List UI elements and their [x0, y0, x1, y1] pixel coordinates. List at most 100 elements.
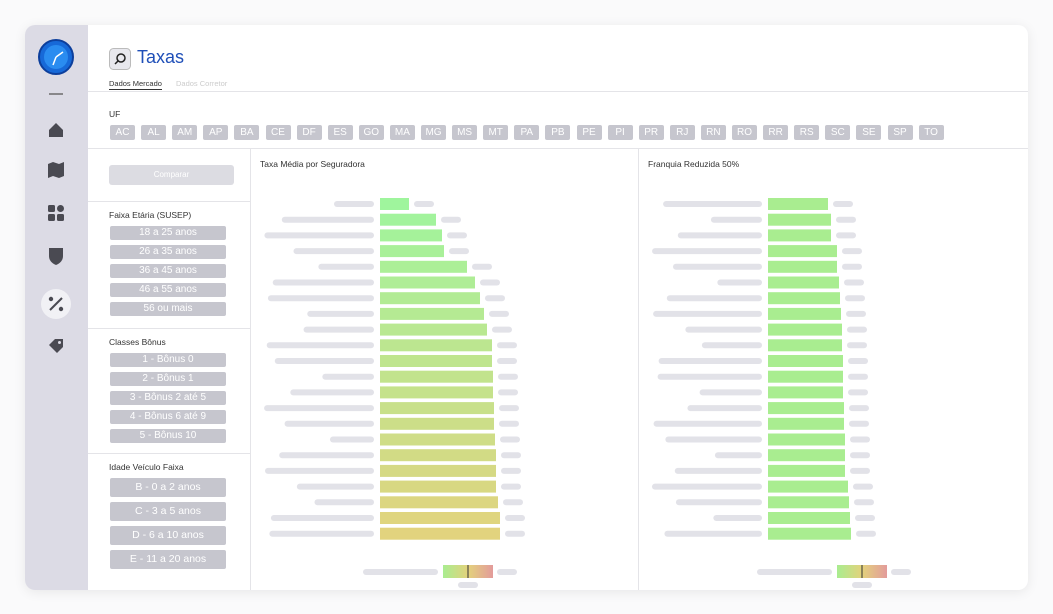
- skeleton-label: [713, 515, 762, 521]
- skeleton-value: [848, 373, 868, 380]
- bar: [768, 464, 845, 477]
- skeleton-value: [842, 248, 862, 255]
- skeleton-label: [673, 263, 762, 270]
- filter-option[interactable]: 3 - Bônus 2 até 5: [110, 391, 226, 405]
- skeleton-label: [264, 405, 374, 412]
- state-chip[interactable]: ES: [327, 125, 353, 140]
- state-chip[interactable]: AL: [141, 125, 167, 140]
- skeleton-value: [499, 405, 519, 412]
- filter-option[interactable]: 5 - Bônus 10: [110, 429, 226, 443]
- skeleton-label: [674, 467, 762, 474]
- bar: [380, 339, 492, 352]
- filter-option[interactable]: B - 0 a 2 anos: [110, 478, 226, 497]
- state-chip[interactable]: SE: [856, 125, 882, 140]
- filter-option[interactable]: 36 a 45 anos: [110, 264, 226, 278]
- state-chip[interactable]: MA: [389, 125, 415, 140]
- tab[interactable]: Dados Corretor: [176, 79, 228, 88]
- bar: [380, 307, 484, 320]
- bar: [380, 512, 500, 524]
- bar: [768, 480, 848, 493]
- state-chip[interactable]: AP: [203, 125, 229, 140]
- skeleton-label: [293, 248, 374, 255]
- skeleton-value: [485, 295, 505, 302]
- skeleton-label: [281, 216, 374, 223]
- filter-option[interactable]: 18 a 25 anos: [110, 226, 226, 240]
- skeleton-label: [717, 279, 762, 286]
- skeleton-label: [307, 310, 374, 317]
- bar: [768, 245, 837, 258]
- filter-option[interactable]: 26 a 35 anos: [110, 245, 226, 259]
- state-chip[interactable]: RN: [700, 125, 726, 140]
- skeleton-label: [264, 232, 374, 239]
- state-chip[interactable]: RO: [732, 125, 757, 140]
- group-title: Faixa Etária (SUSEP): [109, 210, 192, 220]
- skeleton-label: [284, 420, 374, 427]
- skeleton-label: [658, 358, 762, 364]
- state-chip[interactable]: PB: [545, 125, 571, 140]
- skeleton-value: [850, 436, 870, 443]
- skeleton-label: [272, 279, 374, 286]
- state-chip[interactable]: MT: [483, 125, 509, 140]
- filter-option[interactable]: 1 - Bônus 0: [110, 353, 226, 367]
- state-chip[interactable]: TO: [918, 125, 944, 140]
- state-chip[interactable]: CE: [265, 125, 291, 140]
- bar: [380, 527, 500, 540]
- state-chip[interactable]: DF: [296, 125, 322, 140]
- state-chip[interactable]: AC: [110, 125, 135, 140]
- state-chip[interactable]: RJ: [669, 125, 695, 140]
- filter-option[interactable]: E - 11 a 20 anos: [110, 550, 226, 569]
- filter-option[interactable]: 46 a 55 anos: [110, 283, 226, 297]
- skeleton-value: [505, 515, 525, 521]
- bar: [380, 198, 409, 210]
- bar: [380, 355, 492, 367]
- skeleton-label: [653, 420, 762, 427]
- skeleton-value: [500, 436, 520, 443]
- skeleton-label: [685, 326, 762, 333]
- skeleton-value: [854, 499, 874, 506]
- state-chip[interactable]: PE: [576, 125, 602, 140]
- state-chip[interactable]: MS: [452, 125, 478, 140]
- state-chip[interactable]: PR: [638, 125, 664, 140]
- filter-option[interactable]: 4 - Bônus 6 até 9: [110, 410, 226, 424]
- filter-option[interactable]: C - 3 a 5 anos: [110, 502, 226, 521]
- state-chip[interactable]: RS: [794, 125, 820, 140]
- divider: [88, 328, 250, 329]
- skeleton-label: [314, 499, 374, 506]
- filter-option[interactable]: 56 ou mais: [110, 302, 226, 316]
- skeleton-value: [842, 263, 862, 270]
- skeleton-label: [653, 310, 762, 317]
- state-chip[interactable]: PA: [514, 125, 540, 140]
- bar: [380, 449, 496, 462]
- bar: [380, 292, 480, 305]
- skeleton-value: [833, 201, 853, 207]
- skeleton-label: [269, 530, 374, 537]
- filter-option[interactable]: D - 6 a 10 anos: [110, 526, 226, 545]
- state-chip[interactable]: AM: [172, 125, 198, 140]
- state-chip[interactable]: PI: [607, 125, 633, 140]
- skeleton-value: [501, 467, 521, 474]
- bar: [768, 307, 841, 320]
- skeleton-value: [847, 342, 867, 349]
- state-chip[interactable]: GO: [358, 125, 384, 140]
- skeleton-value: [836, 232, 856, 239]
- divider: [250, 148, 251, 590]
- compare-button[interactable]: Comparar: [109, 165, 234, 185]
- state-chip[interactable]: SC: [825, 125, 851, 140]
- state-chip[interactable]: SP: [887, 125, 913, 140]
- skeleton-value: [480, 279, 500, 286]
- skeleton-label: [652, 483, 762, 490]
- tab[interactable]: Dados Mercado: [109, 79, 162, 90]
- skeleton-value: [501, 452, 521, 459]
- skeleton-label: [677, 232, 762, 239]
- skeleton-value: [458, 582, 478, 588]
- state-chip[interactable]: RR: [763, 125, 789, 140]
- filter-option[interactable]: 2 - Bônus 1: [110, 372, 226, 386]
- skeleton-value: [848, 358, 868, 364]
- skeleton-label: [303, 326, 374, 333]
- page-title: Taxas: [137, 47, 185, 67]
- bar: [768, 339, 842, 352]
- skeleton-value: [853, 483, 873, 490]
- state-chip[interactable]: MG: [421, 125, 446, 140]
- state-chip[interactable]: BA: [234, 125, 260, 140]
- skeleton-value: [850, 452, 870, 459]
